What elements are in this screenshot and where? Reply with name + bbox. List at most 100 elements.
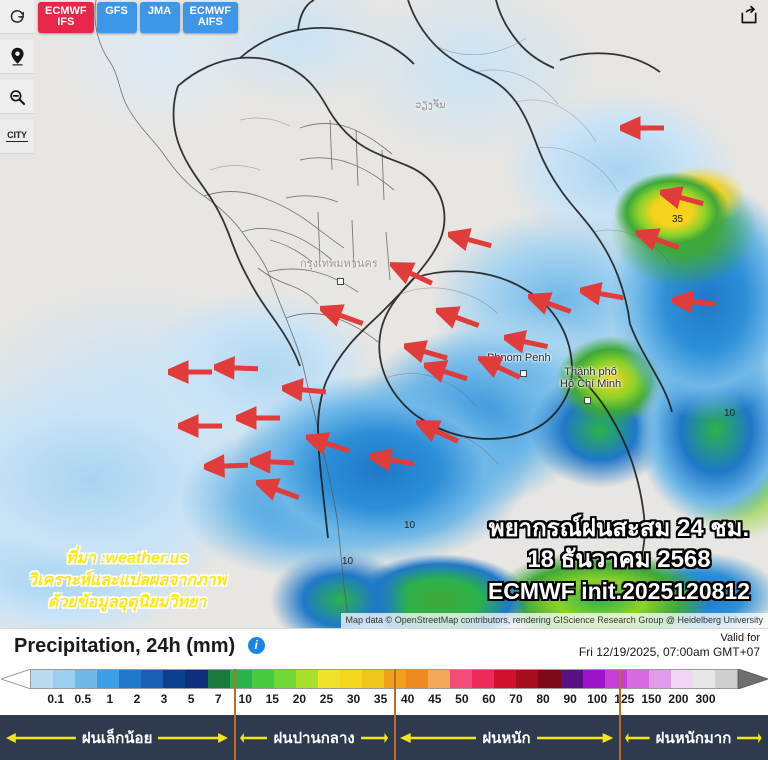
scale-color-cell-31 xyxy=(714,670,737,688)
overlay-line-2: 18 ธันวาคม 2568 xyxy=(527,546,711,573)
overlay-line-3: ECMWF init.2025120812 xyxy=(487,578,750,604)
scale-color-cell-26 xyxy=(604,670,627,688)
scale-color-cell-30 xyxy=(692,670,715,688)
locate-button[interactable] xyxy=(0,40,34,74)
scale-color-cell-25 xyxy=(582,670,605,688)
scale-color-cell-7 xyxy=(185,670,208,688)
scale-tick-1: 1 xyxy=(106,692,114,706)
city-label-ho-chi-minh: Thành phố Hồ Chí Minh xyxy=(560,366,622,390)
location-pin-icon xyxy=(9,47,26,66)
scale-tick-5: 5 xyxy=(187,692,195,706)
scale-color-cell-4 xyxy=(119,670,142,688)
scale-tick-45: 45 xyxy=(428,692,442,706)
wind-arrow xyxy=(448,228,492,252)
model-tab-ecmwf-aifs[interactable]: ECMWF AIFS xyxy=(182,2,239,33)
credit-line-2: วิเคราะห์และแปลผลจากภาพ xyxy=(28,572,227,589)
threshold-marker-1 xyxy=(393,669,396,716)
wind-arrow xyxy=(236,406,280,430)
wind-arrow xyxy=(416,420,459,444)
scale-color-cell-27 xyxy=(626,670,649,688)
scale-tick-0.1: 0.1 xyxy=(47,692,65,706)
scale-color-cell-10 xyxy=(251,670,274,688)
scale-color-cell-1 xyxy=(53,670,76,688)
credit-line-3: ด้วยข้อมูลอุตุนิยมวิทยา xyxy=(47,594,207,611)
scale-color-cell-15 xyxy=(361,670,384,688)
contour-value: 10 xyxy=(342,556,354,567)
city-toggle-label: CITY xyxy=(7,130,27,140)
scale-color-cell-24 xyxy=(560,670,583,688)
model-tab-group[interactable]: ECMWF IFS GFS JMA ECMWF AIFS xyxy=(38,2,239,33)
valid-for-block: Valid for Fri 12/19/2025, 07:00am GMT+07 xyxy=(579,632,760,660)
model-tab-jma[interactable]: JMA xyxy=(139,2,180,33)
scale-color-cell-14 xyxy=(339,670,362,688)
scale-cap-right xyxy=(738,669,768,689)
city-label-vientiane: ວຽງຈັນ xyxy=(415,100,446,111)
scale-tick-20: 20 xyxy=(292,692,307,706)
category-divider-1 xyxy=(393,715,396,760)
scale-color-cell-20 xyxy=(472,670,495,688)
precipitation-layer xyxy=(0,0,768,628)
valid-for-time: Fri 12/19/2025, 07:00am GMT+07 xyxy=(578,645,760,659)
scale-color-cell-23 xyxy=(538,670,561,688)
scale-tick-15: 15 xyxy=(265,692,279,706)
scale-tick-60: 60 xyxy=(482,692,496,706)
wind-arrow xyxy=(204,454,248,478)
wind-arrow xyxy=(168,360,212,384)
wind-arrow xyxy=(436,306,480,329)
category-divider-2 xyxy=(619,715,621,760)
scale-tick-2: 2 xyxy=(133,692,141,706)
map-toolbar[interactable]: CITY xyxy=(0,0,34,154)
wind-arrow xyxy=(620,116,664,140)
wind-arrow xyxy=(636,228,680,251)
city-dot-bangkok xyxy=(337,278,344,285)
wind-arrow xyxy=(214,356,258,380)
wind-arrow xyxy=(404,340,448,363)
wind-arrow xyxy=(282,378,326,402)
scale-tick-150: 150 xyxy=(641,692,662,706)
city-dot-phnom-penh xyxy=(520,370,527,377)
valid-for-label: Valid for xyxy=(720,632,760,644)
wind-arrow xyxy=(528,292,572,315)
refresh-button[interactable] xyxy=(0,0,34,34)
scale-tick-70: 70 xyxy=(509,692,523,706)
forecast-overlay-text: พยากรณ์ฝนสะสม 24 ชม. 18 ธันวาคม 2568 ECM… xyxy=(488,514,750,606)
category-moderate-rain: ฝนปานกลาง xyxy=(234,715,394,760)
scale-color-cell-21 xyxy=(494,670,517,688)
zoom-out-button[interactable] xyxy=(0,80,34,114)
wind-arrow xyxy=(306,432,350,455)
info-icon[interactable]: i xyxy=(247,636,265,654)
scale-color-cell-13 xyxy=(317,670,340,688)
arrow-left-icon xyxy=(399,732,477,743)
scale-color-cell-9 xyxy=(229,670,252,688)
category-label-light-rain: ฝนเล็กน้อย xyxy=(81,729,153,747)
scale-color-cell-0 xyxy=(31,670,54,688)
category-heavy-rain: ฝนหนัก xyxy=(394,715,619,760)
scale-tick-50: 50 xyxy=(455,692,469,706)
arrow-left-icon xyxy=(625,732,650,743)
share-icon xyxy=(739,5,759,30)
wind-arrow xyxy=(580,282,624,306)
scale-color-cell-19 xyxy=(450,670,473,688)
contour-value: 10 xyxy=(724,408,736,419)
wind-arrow xyxy=(178,414,222,438)
map-canvas[interactable]: ECMWF IFS GFS JMA ECMWF AIFS xyxy=(0,0,768,628)
scale-color-cell-29 xyxy=(670,670,693,688)
wind-arrow xyxy=(370,448,414,472)
arrow-right-icon xyxy=(536,732,613,743)
precipitation-legend: Precipitation, 24h (mm) i Valid for Fri … xyxy=(0,628,768,760)
scale-color-cell-17 xyxy=(406,670,429,688)
threshold-marker-2 xyxy=(619,669,621,716)
scale-color-cell-18 xyxy=(428,670,451,688)
model-tab-ecmwf-ifs[interactable]: ECMWF IFS xyxy=(38,2,94,33)
city-toggle-button[interactable]: CITY xyxy=(0,120,34,154)
legend-title: Precipitation, 24h (mm) xyxy=(14,635,236,657)
model-tab-gfs[interactable]: GFS xyxy=(96,2,137,33)
category-label-heavy-rain: ฝนหนัก xyxy=(482,729,531,747)
scale-tick-35: 35 xyxy=(373,692,388,706)
arrow-left-icon xyxy=(6,732,76,743)
city-toggle-strikethrough xyxy=(6,141,28,142)
share-button[interactable] xyxy=(736,4,762,30)
scale-color-cell-8 xyxy=(207,670,230,688)
wind-arrow xyxy=(250,450,294,474)
